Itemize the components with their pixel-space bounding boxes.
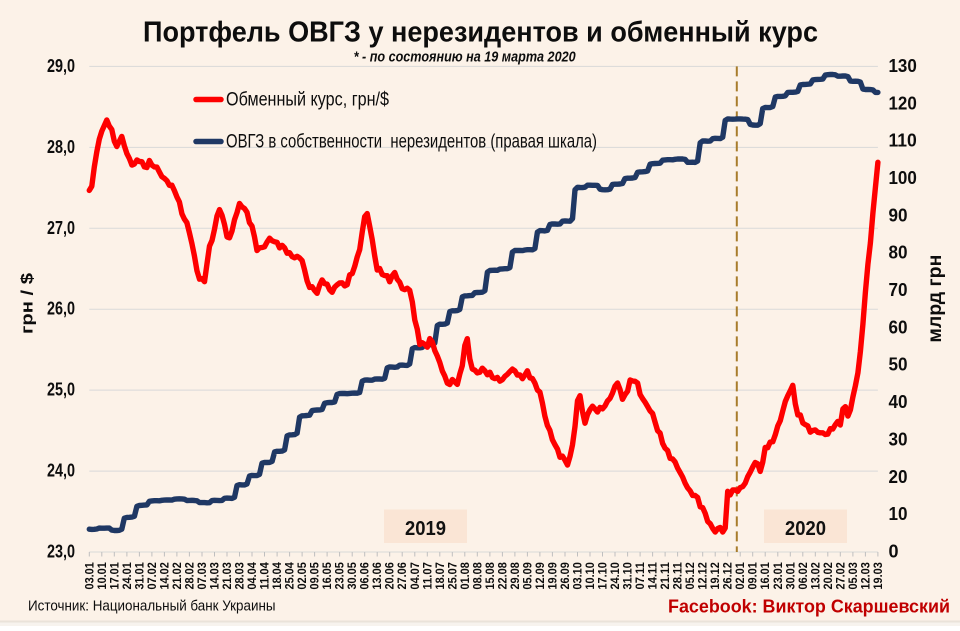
svg-text:13.06: 13.06 (370, 562, 384, 589)
svg-text:130: 130 (889, 56, 917, 76)
svg-text:18.07: 18.07 (433, 562, 447, 589)
svg-text:11.07: 11.07 (420, 562, 434, 590)
svg-text:23.05: 23.05 (333, 562, 347, 589)
svg-text:31.01: 31.01 (132, 562, 146, 589)
svg-text:млрд грн: млрд грн (925, 255, 946, 343)
svg-text:04.04: 04.04 (245, 562, 259, 589)
svg-text:грн / $: грн / $ (18, 272, 37, 334)
svg-text:40: 40 (889, 392, 908, 412)
svg-text:14.11: 14.11 (646, 562, 660, 590)
svg-text:0: 0 (889, 542, 899, 562)
svg-text:30.01: 30.01 (783, 562, 797, 589)
svg-text:30.05: 30.05 (345, 562, 359, 589)
svg-text:90: 90 (889, 205, 908, 225)
svg-text:110: 110 (889, 131, 917, 151)
svg-text:30: 30 (889, 429, 908, 449)
svg-text:06.02: 06.02 (796, 562, 810, 589)
svg-text:17.01: 17.01 (107, 562, 121, 589)
svg-text:10.10: 10.10 (583, 562, 597, 589)
svg-text:Обменный курс, грн/$: Обменный курс, грн/$ (226, 89, 389, 111)
svg-text:03.01: 03.01 (82, 562, 96, 589)
svg-text:18.04: 18.04 (270, 562, 284, 589)
svg-text:ОВГЗ в собственности нерезиде: ОВГЗ в собственности нерезидентов (права… (226, 131, 597, 153)
svg-text:23.01: 23.01 (771, 562, 785, 589)
svg-text:10.01: 10.01 (95, 562, 109, 589)
svg-text:02.01: 02.01 (733, 562, 747, 589)
svg-text:27.02: 27.02 (833, 562, 847, 589)
svg-text:70: 70 (889, 280, 908, 300)
svg-text:19.12: 19.12 (708, 562, 722, 589)
svg-text:21.11: 21.11 (658, 562, 672, 590)
svg-text:21.02: 21.02 (170, 562, 184, 589)
svg-text:80: 80 (889, 243, 908, 263)
svg-text:Портфель ОВГЗ у нерезидентов и: Портфель ОВГЗ у нерезидентов и обменный … (143, 17, 818, 49)
svg-text:22.08: 22.08 (495, 562, 509, 589)
svg-text:02.05: 02.05 (295, 562, 309, 589)
svg-text:01.08: 01.08 (458, 562, 472, 589)
svg-text:Источник: Национальный банк Ук: Источник: Национальный банк Украины (28, 599, 276, 615)
svg-text:Facebook: Виктор Скаршевский: Facebook: Виктор Скаршевский (668, 597, 950, 617)
svg-text:12.03: 12.03 (858, 562, 872, 589)
svg-text:28.11: 28.11 (671, 562, 685, 590)
svg-text:25.04: 25.04 (283, 562, 297, 589)
svg-text:12.09: 12.09 (533, 562, 547, 589)
svg-text:27,0: 27,0 (47, 218, 75, 238)
svg-text:08.08: 08.08 (470, 562, 484, 589)
svg-text:20.02: 20.02 (821, 562, 835, 589)
svg-text:04.07: 04.07 (408, 562, 422, 589)
svg-text:24.10: 24.10 (608, 562, 622, 589)
svg-text:60: 60 (889, 317, 908, 337)
svg-text:17.10: 17.10 (596, 562, 610, 589)
svg-text:24.01: 24.01 (120, 562, 134, 589)
svg-text:* - по состоянию на 19 марта 2: * - по состоянию на 19 марта 2020 (354, 49, 577, 66)
svg-text:13.02: 13.02 (808, 562, 822, 589)
svg-text:120: 120 (889, 93, 917, 113)
svg-text:06.06: 06.06 (358, 562, 372, 589)
svg-text:24,0: 24,0 (47, 461, 75, 481)
svg-text:100: 100 (889, 168, 917, 188)
svg-text:29.08: 29.08 (508, 562, 522, 589)
svg-text:09.01: 09.01 (746, 562, 760, 589)
svg-text:14.02: 14.02 (157, 562, 171, 589)
svg-text:07.11: 07.11 (633, 562, 647, 590)
svg-text:31.10: 31.10 (621, 562, 635, 589)
svg-text:03.10: 03.10 (571, 562, 585, 589)
svg-text:19.09: 19.09 (545, 562, 559, 589)
svg-text:11.04: 11.04 (258, 562, 272, 590)
svg-text:23,0: 23,0 (47, 542, 75, 562)
svg-text:10: 10 (889, 504, 908, 524)
svg-text:20: 20 (889, 467, 908, 487)
svg-text:05.09: 05.09 (520, 562, 534, 589)
svg-text:07.03: 07.03 (195, 562, 209, 589)
svg-text:26.12: 26.12 (721, 562, 735, 589)
svg-text:21.03: 21.03 (220, 562, 234, 589)
svg-text:15.08: 15.08 (483, 562, 497, 589)
svg-text:29,0: 29,0 (47, 56, 75, 76)
svg-text:28,0: 28,0 (47, 137, 75, 157)
svg-text:05.03: 05.03 (846, 562, 860, 589)
svg-text:09.05: 09.05 (308, 562, 322, 589)
svg-text:05.12: 05.12 (683, 562, 697, 589)
svg-text:50: 50 (889, 355, 908, 375)
svg-text:2020: 2020 (785, 517, 826, 540)
svg-text:19.03: 19.03 (871, 562, 885, 589)
svg-text:26,0: 26,0 (47, 299, 75, 319)
svg-text:25.07: 25.07 (445, 562, 459, 589)
svg-text:16.01: 16.01 (758, 562, 772, 589)
svg-text:14.03: 14.03 (208, 562, 222, 589)
svg-text:20.06: 20.06 (383, 562, 397, 589)
svg-text:2019: 2019 (405, 517, 446, 540)
svg-text:16.05: 16.05 (320, 562, 334, 589)
svg-text:28.02: 28.02 (182, 562, 196, 589)
svg-text:25,0: 25,0 (47, 380, 75, 400)
svg-text:12.12: 12.12 (696, 562, 710, 589)
svg-text:27.06: 27.06 (395, 562, 409, 589)
svg-text:07.02: 07.02 (145, 562, 159, 589)
svg-text:28.03: 28.03 (233, 562, 247, 589)
svg-text:26.09: 26.09 (558, 562, 572, 589)
